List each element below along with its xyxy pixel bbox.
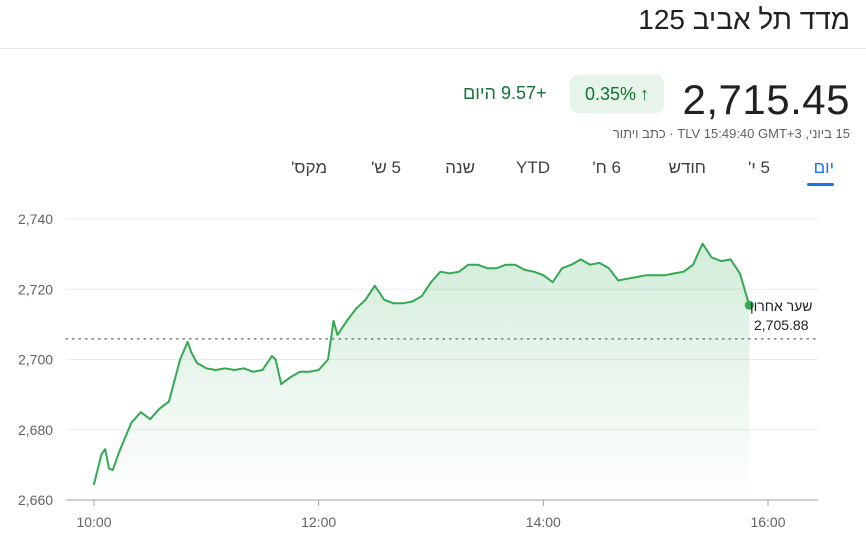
- change-percent: 0.35%: [584, 83, 637, 104]
- tab-day[interactable]: יום: [813, 158, 834, 177]
- x-tick-label: 10:00: [76, 514, 111, 530]
- series-area: [94, 243, 750, 500]
- last-close-value: 2,705.88: [754, 317, 809, 333]
- header-divider: [0, 48, 866, 49]
- tab-max[interactable]: מקס': [291, 158, 327, 177]
- range-tabs: יום 5 י' חודש 6 ח' YTD שנה 5 ש' מקס': [0, 158, 866, 188]
- active-tab-indicator: [807, 183, 834, 186]
- y-tick-label: 2,680: [18, 422, 53, 438]
- change-absolute: +9.57 היום: [463, 83, 547, 103]
- last-point-marker: [744, 300, 754, 310]
- y-tick-label: 2,720: [18, 281, 53, 297]
- y-tick-label: 2,740: [18, 211, 53, 227]
- tab-month[interactable]: חודש: [668, 158, 706, 177]
- y-tick-label: 2,660: [18, 492, 53, 508]
- x-tick-label: 16:00: [750, 514, 785, 530]
- tab-6-months[interactable]: 6 ח': [592, 158, 621, 177]
- price-chart[interactable]: 2,660 2,680 2,700 2,720 2,740 10:00 12:00 14:00…: [0, 195, 866, 547]
- x-tick-label: 14:00: [526, 514, 561, 530]
- arrow-up-icon: ↑: [640, 83, 650, 104]
- last-close-label: שער אחרון: [750, 298, 813, 314]
- tab-ytd[interactable]: YTD: [516, 158, 550, 177]
- x-tick-label: 12:00: [301, 514, 336, 530]
- change-percent-badge: 0.35% ↑: [570, 75, 664, 113]
- tab-year[interactable]: שנה: [445, 158, 475, 177]
- series-line: [93, 242, 751, 486]
- timestamp-disclaimer: 15 ביוני, TLV 15:49:40 GMT+3 · כתב ויתור: [612, 126, 850, 141]
- current-price: 2,715.45: [682, 76, 850, 123]
- y-tick-label: 2,700: [18, 352, 53, 368]
- tab-5-years[interactable]: 5 ש': [371, 158, 401, 177]
- tab-5-days[interactable]: 5 י': [748, 158, 770, 177]
- page-title: מדד תל אביב 125: [638, 4, 850, 35]
